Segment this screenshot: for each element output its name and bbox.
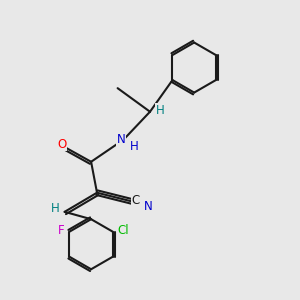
Text: H: H (156, 104, 165, 117)
Text: F: F (58, 224, 64, 237)
Text: H: H (130, 140, 139, 153)
Text: N: N (144, 200, 153, 213)
Text: N: N (117, 133, 125, 146)
Text: Cl: Cl (117, 224, 129, 237)
Text: C: C (132, 194, 140, 207)
Text: O: O (57, 138, 66, 151)
Text: H: H (51, 202, 60, 215)
